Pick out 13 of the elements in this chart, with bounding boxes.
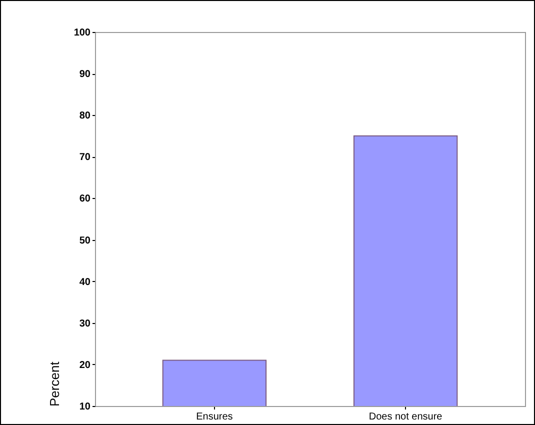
x-tick-label: Ensures [196,412,233,422]
y-tick-label: 30 [79,318,91,330]
y-tick-label: 70 [79,152,91,164]
y-tick-label: 100 [74,28,91,38]
y-tick-label: 20 [79,360,91,371]
y-tick-label: 40 [79,276,91,288]
x-tick-label: Does not ensure [368,412,443,422]
y-tick-label: 90 [79,69,91,80]
y-axis-title: Percent [46,361,62,406]
y-tick-label: 60 [79,194,91,205]
y-tick-label: 80 [79,110,91,122]
y-tick-label: 10 [79,402,91,412]
y-tick-label: 50 [79,235,91,246]
